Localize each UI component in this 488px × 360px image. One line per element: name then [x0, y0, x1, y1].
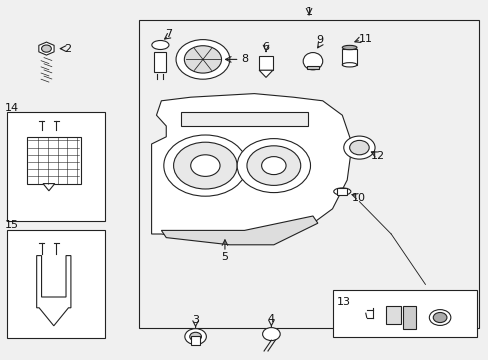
- Ellipse shape: [303, 53, 322, 70]
- Text: 11: 11: [358, 34, 372, 44]
- Bar: [7, 112, 105, 221]
- Circle shape: [189, 332, 201, 341]
- Text: 10: 10: [351, 193, 365, 203]
- Polygon shape: [259, 70, 272, 77]
- Bar: [259, 56, 272, 70]
- Circle shape: [184, 46, 221, 73]
- Bar: [306, 66, 318, 69]
- Text: 8: 8: [241, 54, 247, 64]
- Polygon shape: [161, 216, 317, 245]
- Bar: [7, 230, 105, 338]
- Bar: [386, 306, 400, 324]
- Circle shape: [173, 142, 237, 189]
- Ellipse shape: [333, 188, 350, 195]
- Circle shape: [41, 45, 51, 52]
- Circle shape: [237, 139, 310, 193]
- Bar: [139, 20, 478, 328]
- Text: 9: 9: [316, 35, 323, 45]
- Circle shape: [349, 140, 368, 155]
- Polygon shape: [37, 256, 71, 326]
- Bar: [342, 49, 356, 65]
- Bar: [181, 112, 307, 126]
- Text: 15: 15: [5, 220, 19, 230]
- Circle shape: [432, 312, 446, 323]
- Circle shape: [261, 157, 285, 175]
- Bar: [191, 336, 200, 345]
- Circle shape: [246, 146, 300, 185]
- Text: 14: 14: [5, 103, 19, 113]
- Text: 7: 7: [165, 29, 172, 39]
- Polygon shape: [151, 94, 351, 238]
- Circle shape: [176, 40, 229, 79]
- Bar: [27, 137, 81, 184]
- Text: 6: 6: [262, 42, 269, 52]
- Circle shape: [190, 155, 220, 176]
- Ellipse shape: [151, 41, 169, 50]
- Ellipse shape: [342, 45, 356, 50]
- Circle shape: [343, 136, 374, 159]
- Text: 3: 3: [192, 315, 199, 325]
- Polygon shape: [39, 42, 54, 55]
- Bar: [403, 306, 415, 329]
- Text: 13: 13: [336, 297, 350, 307]
- Circle shape: [184, 329, 206, 345]
- Text: 2: 2: [64, 44, 71, 54]
- Polygon shape: [43, 184, 55, 191]
- Circle shape: [163, 135, 246, 196]
- Text: 12: 12: [370, 150, 384, 161]
- Bar: [332, 290, 476, 337]
- Bar: [337, 188, 346, 195]
- Circle shape: [428, 310, 450, 325]
- Ellipse shape: [342, 63, 356, 67]
- Bar: [154, 52, 166, 72]
- Circle shape: [262, 328, 280, 341]
- Text: 1: 1: [305, 6, 312, 17]
- Text: 5: 5: [221, 252, 228, 262]
- Text: 4: 4: [267, 314, 274, 324]
